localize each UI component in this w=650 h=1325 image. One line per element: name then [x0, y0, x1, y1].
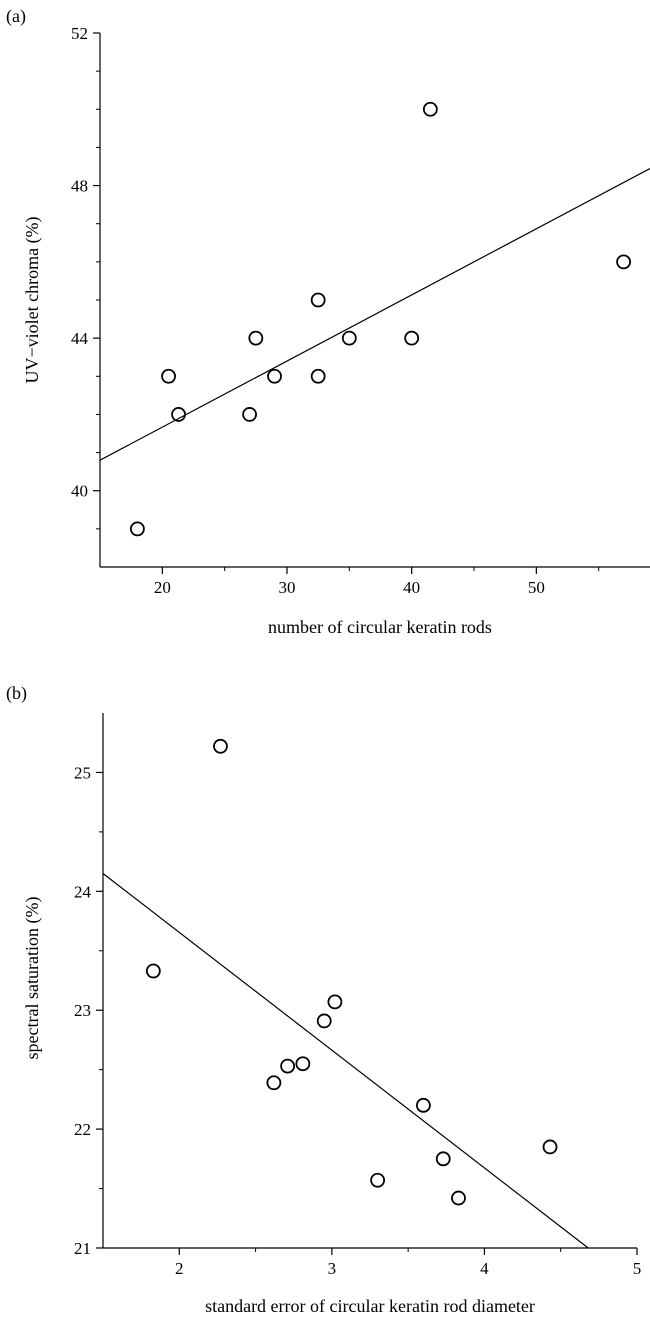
- panel-a-x-tick-label: 50: [528, 578, 545, 597]
- panel-b-data-point: [435, 1151, 451, 1167]
- panel-b-regression-line: [102, 873, 589, 1249]
- panel-b-data-point: [451, 1190, 466, 1206]
- panel-a-y-tick-label: 40: [71, 482, 88, 501]
- panel-b-x-tick-label: 2: [175, 1259, 184, 1278]
- panel-b-data-point: [280, 1058, 296, 1074]
- panel-a-data-point: [422, 101, 438, 117]
- panel-b-data-point: [542, 1139, 558, 1155]
- panel-b-x-axis-label: standard error of circular keratin rod d…: [205, 1296, 535, 1316]
- panel-b-data-point: [316, 1013, 332, 1029]
- panel-a-data-point: [341, 330, 357, 346]
- panel-a-y-tick-label: 48: [71, 177, 88, 196]
- panel-b-y-tick-label: 23: [74, 1001, 91, 1020]
- panel-a: (a) number of circular keratin rods UV−v…: [6, 6, 650, 637]
- panel-b-data-point: [213, 738, 228, 754]
- panel-a-data-point: [616, 254, 631, 270]
- panel-a-data-point: [310, 292, 326, 308]
- panel-b: (b) standard error of circular keratin r…: [6, 683, 641, 1316]
- panel-a-y-tick-label: 52: [71, 24, 88, 43]
- panel-a-data-point: [267, 368, 282, 384]
- panel-b-data-point: [266, 1075, 282, 1091]
- panel-b-y-tick-label: 25: [74, 763, 91, 782]
- panel-a-data-point: [248, 330, 264, 346]
- panel-a-x-tick-label: 30: [279, 578, 296, 597]
- panel-a-data-point: [310, 368, 326, 384]
- panel-b-label: (b): [6, 683, 27, 704]
- panel-a-y-tick-label: 44: [71, 329, 89, 348]
- panel-b-data-point: [415, 1097, 431, 1113]
- panel-a-x-axis-label: number of circular keratin rods: [268, 617, 492, 637]
- panel-b-y-tick-label: 21: [74, 1239, 91, 1258]
- panel-a-y-axis-label: UV−violet chroma (%): [22, 216, 43, 383]
- panel-b-data-point: [295, 1056, 311, 1072]
- panel-a-data-point: [161, 368, 176, 384]
- panel-a-x-tick-label: 20: [154, 578, 171, 597]
- panel-a-data-point: [404, 330, 420, 346]
- panel-a-data-point: [242, 407, 258, 422]
- panel-b-data-point: [327, 994, 343, 1010]
- panel-a-data-point: [129, 521, 145, 537]
- panel-b-data-point: [370, 1172, 386, 1188]
- panel-a-x-tick-label: 40: [403, 578, 420, 597]
- panel-a-regression-line: [99, 167, 650, 461]
- panel-b-y-tick-label: 22: [74, 1120, 91, 1139]
- panel-b-x-tick-label: 5: [633, 1259, 642, 1278]
- panel-a-data-point: [171, 407, 186, 422]
- panel-b-x-tick-label: 3: [328, 1259, 337, 1278]
- panel-b-data-point: [145, 963, 161, 979]
- panel-b-x-tick-label: 4: [480, 1259, 489, 1278]
- panel-b-y-tick-label: 24: [74, 882, 92, 901]
- panel-a-label: (a): [6, 6, 26, 27]
- panel-b-y-axis-label: spectral saturation (%): [22, 897, 43, 1060]
